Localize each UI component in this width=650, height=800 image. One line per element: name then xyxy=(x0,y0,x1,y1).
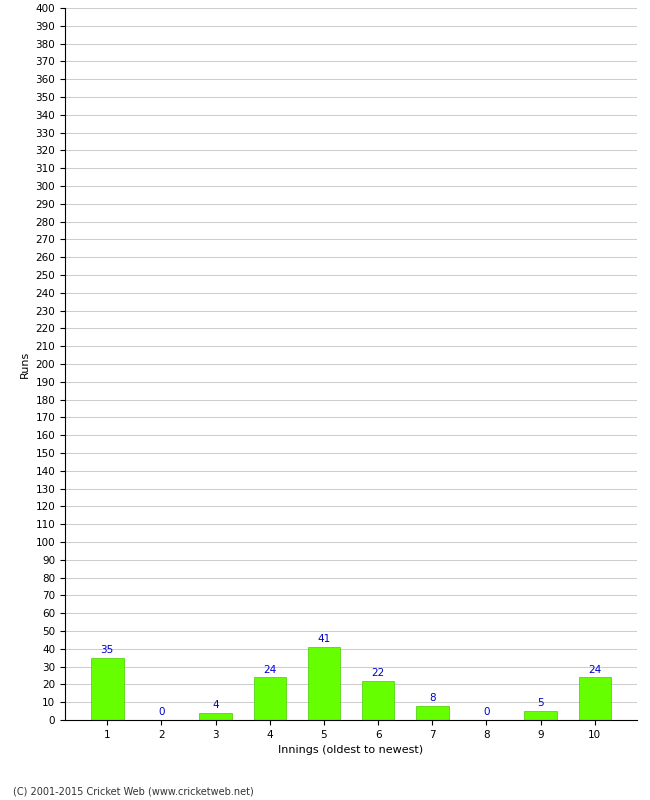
Text: 5: 5 xyxy=(538,698,544,709)
Text: 22: 22 xyxy=(371,668,385,678)
Text: 35: 35 xyxy=(101,645,114,655)
Text: 0: 0 xyxy=(158,707,164,718)
Text: 8: 8 xyxy=(429,693,436,703)
Text: 24: 24 xyxy=(588,665,601,674)
Text: 24: 24 xyxy=(263,665,276,674)
Bar xyxy=(307,647,340,720)
X-axis label: Innings (oldest to newest): Innings (oldest to newest) xyxy=(278,746,424,755)
Bar xyxy=(200,713,232,720)
Text: (C) 2001-2015 Cricket Web (www.cricketweb.net): (C) 2001-2015 Cricket Web (www.cricketwe… xyxy=(13,786,254,796)
Bar xyxy=(91,658,124,720)
Bar xyxy=(525,711,557,720)
Bar xyxy=(362,681,395,720)
Bar xyxy=(578,678,611,720)
Bar xyxy=(254,678,286,720)
Y-axis label: Runs: Runs xyxy=(20,350,30,378)
Text: 4: 4 xyxy=(213,700,219,710)
Text: 0: 0 xyxy=(483,707,489,718)
Bar xyxy=(416,706,448,720)
Text: 41: 41 xyxy=(317,634,331,644)
